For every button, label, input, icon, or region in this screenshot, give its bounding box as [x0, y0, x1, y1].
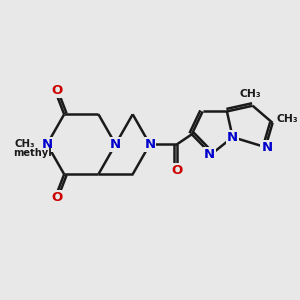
Text: CH₃: CH₃ [14, 139, 35, 149]
Text: CH₃: CH₃ [276, 114, 298, 124]
Text: O: O [51, 191, 63, 205]
Text: N: N [261, 141, 272, 154]
Text: N: N [110, 138, 121, 151]
Text: N: N [204, 148, 215, 161]
Text: N: N [227, 131, 238, 144]
Text: CH₃: CH₃ [239, 89, 261, 99]
Text: O: O [51, 84, 63, 97]
Text: methyl: methyl [13, 148, 52, 158]
Text: N: N [144, 138, 155, 151]
Text: O: O [171, 164, 183, 177]
Text: N: N [41, 138, 52, 151]
